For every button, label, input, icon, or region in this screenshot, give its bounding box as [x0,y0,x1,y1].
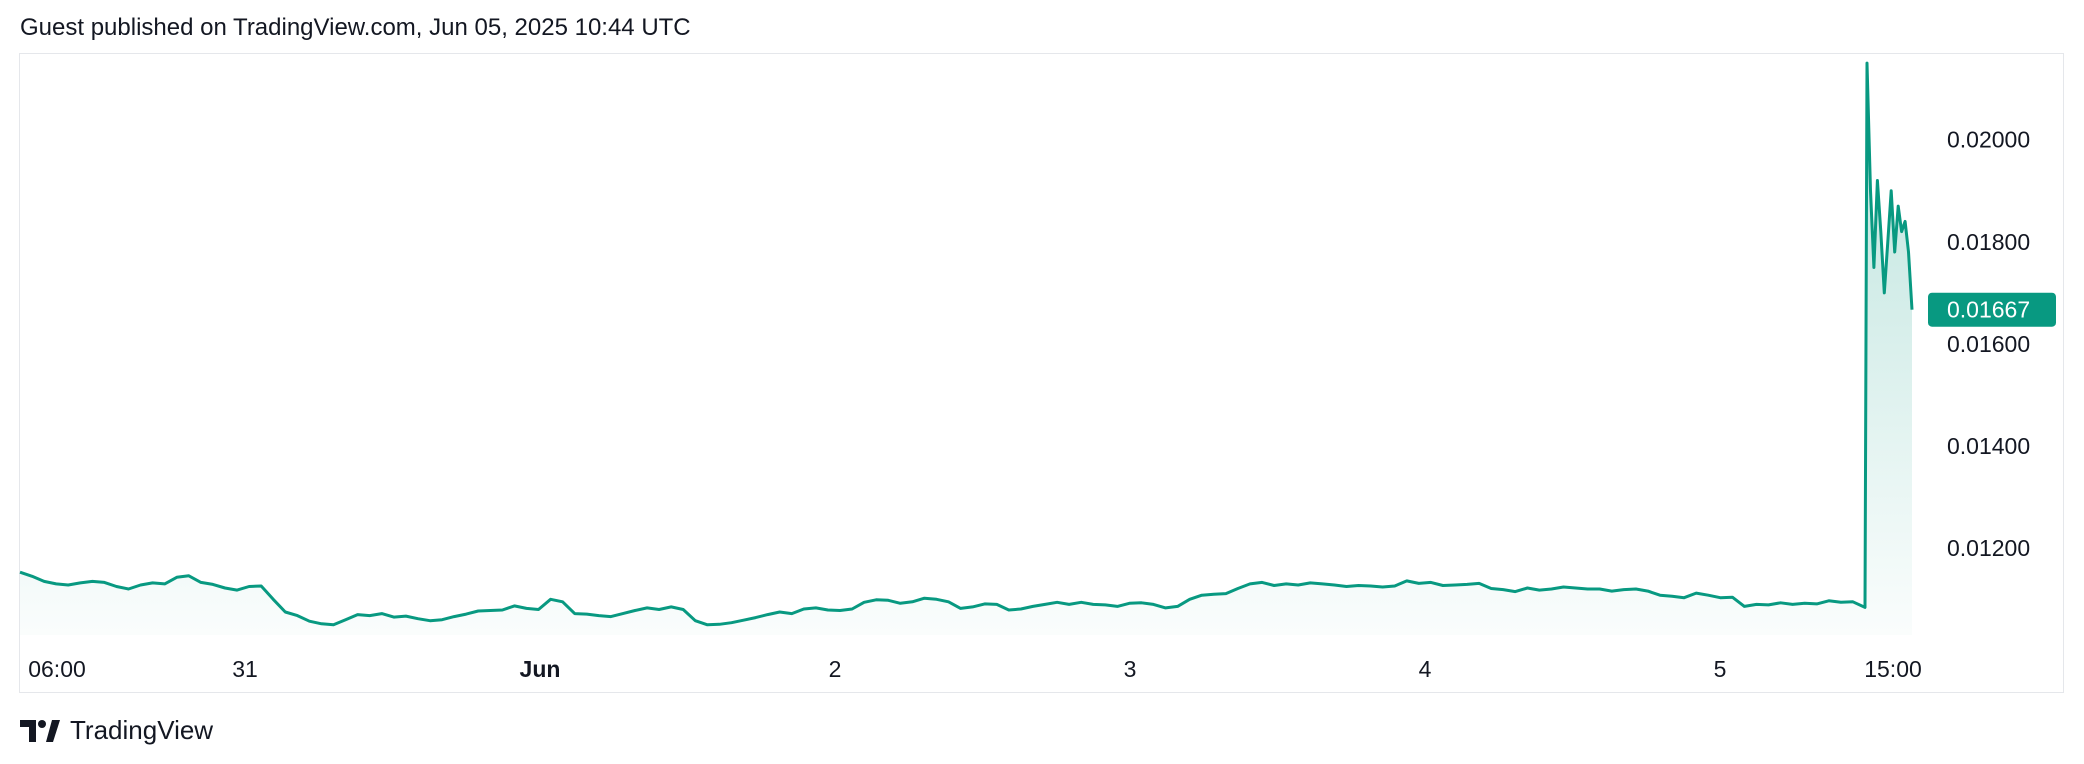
x-tick-label: 4 [1419,656,1432,682]
x-tick-label: Jun [520,656,561,682]
price-line [19,61,1914,627]
y-tick-label: 0.01200 [1947,535,2030,561]
x-tick-label: 5 [1714,656,1727,682]
y-tick-label: 0.01600 [1947,331,2030,357]
y-tick-label: 0.02000 [1947,127,2030,153]
x-tick-label: 06:00 [28,656,86,682]
last-price-label: 0.01667 [1947,297,2030,323]
price-line-layer [19,61,1914,627]
x-axis: 06:00 31 Jun 2 3 4 5 15:00 [28,656,1922,682]
tradingview-logo-icon [20,719,60,742]
footer-brand[interactable]: TradingView [20,715,213,746]
price-area [20,63,1912,636]
publish-info: Guest published on TradingView.com, Jun … [20,14,691,41]
last-price-tag: 0.01667 [1928,292,2056,327]
footer-brand-label: TradingView [70,715,214,745]
x-tick-label: 3 [1124,656,1137,682]
area-fill-layer [20,63,1912,636]
x-tick-label: 31 [232,656,258,682]
x-tick-label: 2 [829,656,842,682]
last-price-tag-bg [1928,292,2056,327]
y-tick-label: 0.01800 [1947,229,2030,255]
y-axis: 0.02000 0.01800 0.01600 0.01400 0.01200 [1947,127,2030,562]
chart-frame [19,53,2064,693]
y-tick-label: 0.01400 [1947,433,2030,459]
x-tick-label: 15:00 [1864,656,1922,682]
